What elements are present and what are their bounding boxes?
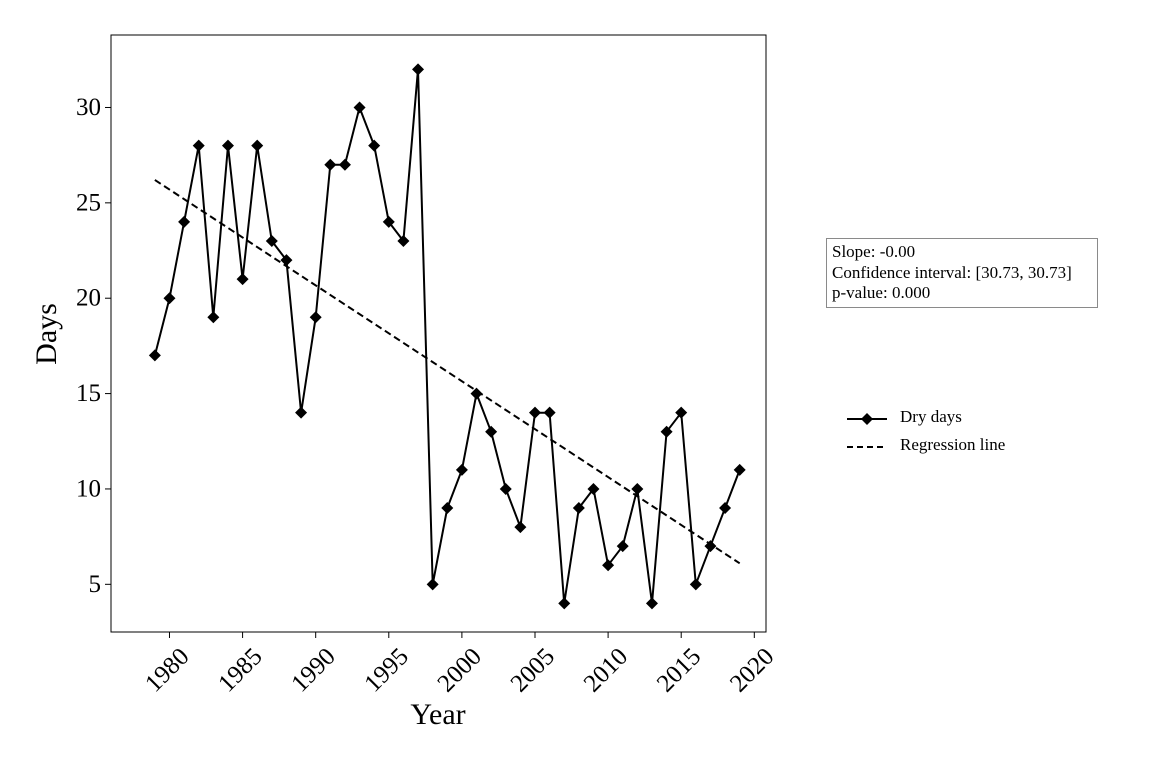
data-point-marker bbox=[470, 387, 483, 400]
data-point-marker bbox=[733, 463, 746, 476]
data-point-marker bbox=[485, 425, 498, 438]
data-point-marker bbox=[719, 502, 732, 515]
x-tick-label: 1980 bbox=[140, 643, 194, 697]
y-tick-label: 10 bbox=[76, 475, 101, 502]
data-point-marker bbox=[178, 215, 191, 228]
y-tick-label: 30 bbox=[76, 94, 101, 121]
data-point-marker bbox=[645, 597, 658, 610]
data-point-marker bbox=[412, 63, 425, 76]
data-point-marker bbox=[441, 502, 454, 515]
x-tick-label: 2020 bbox=[725, 643, 779, 697]
y-tick-label: 20 bbox=[76, 285, 101, 312]
x-tick-label: 1990 bbox=[286, 643, 340, 697]
data-point-marker bbox=[368, 139, 381, 152]
data-point-marker bbox=[353, 101, 366, 114]
slope-text: Slope: -0.00 bbox=[832, 242, 916, 261]
data-point-marker bbox=[660, 425, 673, 438]
data-point-marker bbox=[221, 139, 234, 152]
data-point-marker bbox=[397, 234, 410, 247]
x-tick-label: 2005 bbox=[506, 643, 560, 697]
data-point-marker bbox=[163, 292, 176, 305]
p-value-text: p-value: 0.000 bbox=[832, 283, 931, 302]
data-point-marker bbox=[528, 406, 541, 419]
data-point-marker bbox=[587, 482, 600, 495]
data-point-marker bbox=[602, 559, 615, 572]
axes: 1980 1985 1990 1995 2000 2005 2010 2015 2020 5 10 1… bbox=[76, 34, 779, 697]
x-tick-label: 1995 bbox=[359, 643, 413, 697]
data-point-marker bbox=[426, 578, 439, 591]
x-axis-label: Year bbox=[410, 698, 465, 731]
data-point-marker bbox=[236, 273, 249, 286]
data-point-marker bbox=[280, 254, 293, 267]
legend-label: Dry days bbox=[900, 407, 962, 426]
data-point-marker bbox=[309, 311, 322, 324]
data-point-marker bbox=[675, 406, 688, 419]
data-point-marker bbox=[455, 463, 468, 476]
data-point-marker bbox=[631, 482, 644, 495]
plot-marks bbox=[148, 63, 746, 610]
data-point-marker bbox=[382, 215, 395, 228]
plot-frame bbox=[110, 34, 767, 633]
data-point-marker bbox=[689, 578, 702, 591]
y-tick-label: 25 bbox=[76, 189, 101, 216]
data-point-marker bbox=[558, 597, 571, 610]
data-point-marker bbox=[338, 158, 351, 171]
data-point-marker bbox=[192, 139, 205, 152]
data-point-marker bbox=[704, 540, 717, 553]
data-point-marker bbox=[251, 139, 264, 152]
y-tick-label: 15 bbox=[76, 380, 101, 407]
data-point-marker bbox=[207, 311, 220, 324]
confidence-interval-text: Confidence interval: [30.73, 30.73] bbox=[832, 262, 1072, 282]
x-tick-label: 1985 bbox=[213, 643, 267, 697]
data-point-marker bbox=[148, 349, 161, 362]
data-point-marker bbox=[543, 406, 556, 419]
regression-line bbox=[154, 179, 741, 565]
y-axis-label: Days bbox=[30, 303, 63, 365]
x-tick-label: 2000 bbox=[433, 643, 487, 697]
dry-days-line bbox=[153, 68, 741, 605]
data-point-marker bbox=[616, 540, 629, 553]
stats-annotation-box: Slope: -0.00 Confidence interval: [30.73… bbox=[826, 238, 1098, 308]
data-point-marker bbox=[324, 158, 337, 171]
x-tick-label: 2010 bbox=[579, 643, 633, 697]
data-point-marker bbox=[499, 482, 512, 495]
data-point-marker bbox=[572, 502, 585, 515]
y-tick-label: 5 bbox=[89, 571, 102, 598]
legend-label: Regression line bbox=[900, 435, 1006, 454]
legend-dashed-line-icon bbox=[847, 446, 887, 448]
data-point-marker bbox=[265, 234, 278, 247]
data-point-marker bbox=[295, 406, 308, 419]
data-point-marker bbox=[514, 521, 527, 534]
legend-line-diamond-icon bbox=[847, 413, 887, 425]
x-tick-label: 2015 bbox=[652, 643, 706, 697]
